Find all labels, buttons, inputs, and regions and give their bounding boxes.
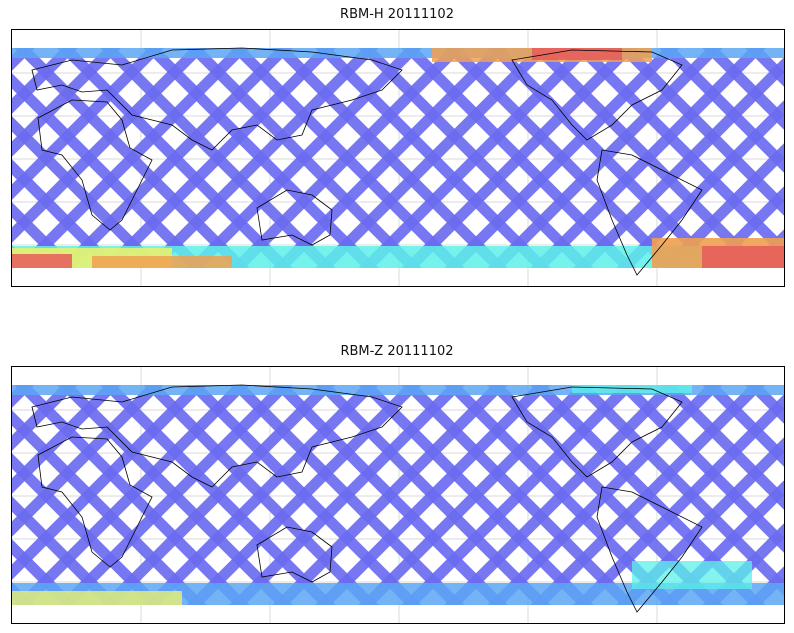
orbit-track-descending <box>573 394 784 605</box>
orbit-track-descending <box>100 48 336 268</box>
orbit-track-descending <box>444 48 680 268</box>
map-rbm-h <box>11 29 785 287</box>
orbit-track-descending <box>12 385 121 494</box>
orbit-track-descending <box>272 385 508 605</box>
orbit-track-descending <box>143 48 379 268</box>
coastlines <box>31 384 703 613</box>
orbit-track-descending <box>401 48 637 268</box>
continent-outline <box>511 49 683 141</box>
continent-outline <box>256 526 333 583</box>
orbit-track-descending <box>530 48 766 268</box>
coastlines <box>31 47 703 276</box>
orbit-track-descending <box>444 385 680 605</box>
orbit-track-ascending <box>12 159 121 268</box>
orbit-track-ascending <box>745 48 784 87</box>
orbit-track-ascending <box>702 48 784 130</box>
continent-outline <box>37 436 153 568</box>
orbit-tracks <box>12 385 784 605</box>
panel-title-rbm-h: RBM-H 20111102 <box>340 7 454 22</box>
south-warm-west <box>12 591 182 605</box>
orbit-track-descending <box>14 385 250 605</box>
orbit-track-descending <box>12 48 207 243</box>
continent-outline <box>31 47 403 151</box>
orbit-track-descending <box>186 385 422 605</box>
north-band <box>12 48 784 58</box>
south-band <box>12 583 784 605</box>
south-warm-east <box>632 561 752 589</box>
orbit-track-descending <box>143 385 379 605</box>
north-band <box>12 385 784 395</box>
continent-outline <box>31 384 403 488</box>
map-rbm-z <box>11 366 785 624</box>
orbit-track-descending <box>530 385 766 605</box>
orbit-track-descending <box>358 48 594 268</box>
orbit-track-descending <box>57 385 293 605</box>
orbit-map-rbm-h <box>12 30 784 286</box>
orbit-track-descending <box>272 48 508 268</box>
orbit-track-descending <box>229 48 465 268</box>
orbit-track-descending <box>100 385 336 605</box>
orbit-track-ascending <box>12 202 78 268</box>
orbit-track-ascending <box>12 539 78 605</box>
orbit-track-descending <box>12 48 78 114</box>
orbit-track-descending <box>401 385 637 605</box>
orbit-track-descending <box>12 385 78 451</box>
continent-outline <box>37 99 153 231</box>
orbit-track-descending <box>229 385 465 605</box>
orbit-track-descending <box>57 48 293 268</box>
south-hotspot-east-core <box>702 246 784 268</box>
south-hotspot-mid <box>92 256 232 268</box>
orbit-track-descending <box>358 385 594 605</box>
orbit-track-descending <box>315 385 551 605</box>
orbit-track-descending <box>12 385 207 580</box>
orbit-track-descending <box>14 48 250 268</box>
orbit-track-ascending <box>745 385 784 424</box>
continent-outline <box>511 386 683 478</box>
orbit-track-descending <box>573 57 784 268</box>
panel-title-rbm-z: RBM-Z 20111102 <box>340 344 454 359</box>
orbit-track-descending <box>12 48 164 200</box>
south-hotspot-west-core <box>12 254 72 268</box>
orbit-track-descending <box>12 48 121 157</box>
orbit-track-descending <box>487 385 723 605</box>
orbit-track-descending <box>186 48 422 268</box>
continent-outline <box>596 149 703 276</box>
orbit-track-descending <box>487 48 723 268</box>
north-warm <box>572 385 692 393</box>
continent-outline <box>256 189 333 246</box>
orbit-track-ascending <box>12 496 121 605</box>
orbit-track-descending <box>745 566 784 605</box>
continent-outline <box>596 486 703 613</box>
orbit-track-descending <box>12 385 164 537</box>
radiation-bands <box>12 385 784 605</box>
orbit-track-descending <box>315 48 551 268</box>
orbit-track-ascending <box>702 385 784 467</box>
orbit-map-rbm-z <box>12 367 784 623</box>
